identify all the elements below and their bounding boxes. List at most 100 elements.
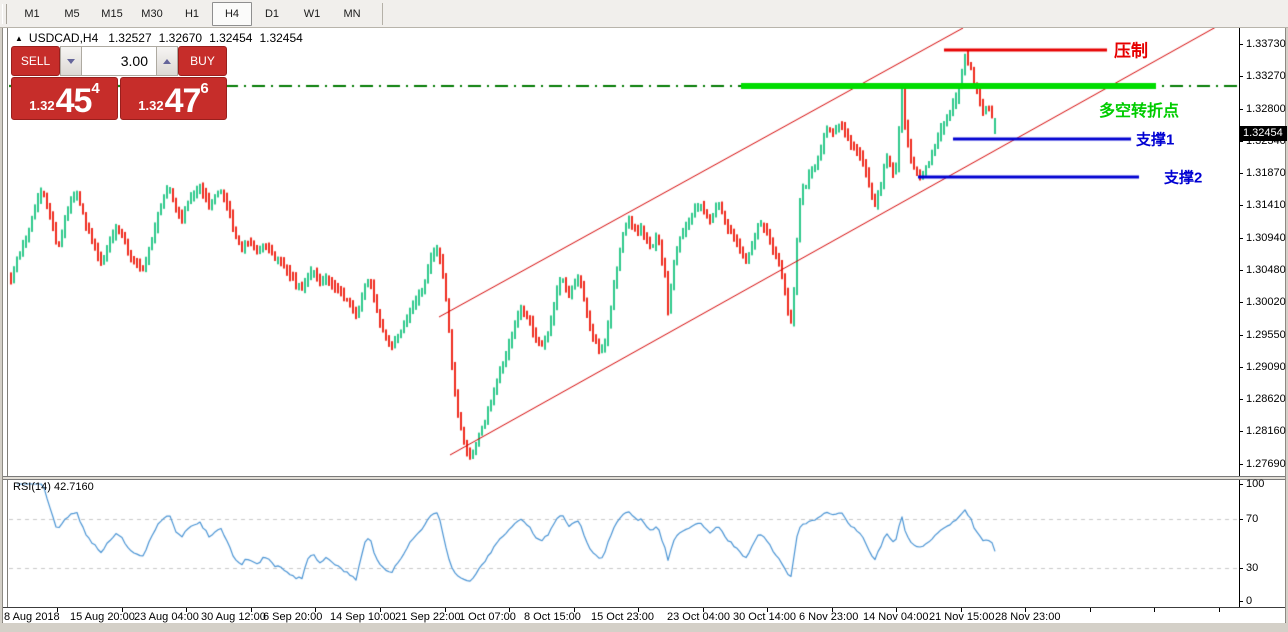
- time-axis-tick: [445, 608, 446, 612]
- rsi-pane-border: [3, 607, 1285, 608]
- timeframe-h1[interactable]: H1: [184, 7, 200, 20]
- price-axis-tick: [1239, 399, 1243, 400]
- volume-input[interactable]: [82, 46, 156, 76]
- price-axis-tick: [1239, 205, 1243, 206]
- sell-price-panel[interactable]: 1.32 45 4: [11, 77, 118, 120]
- time-axis-label: 8 Oct 15:00: [524, 611, 581, 623]
- timeframe-h4[interactable]: H4: [212, 1, 252, 26]
- annotation-label[interactable]: 多空转折点: [1099, 103, 1180, 120]
- time-axis-tick: [1154, 608, 1155, 612]
- annotation-label[interactable]: 支撑2: [1164, 169, 1203, 187]
- time-axis-label: 8 Aug 2018: [4, 611, 60, 623]
- price-axis-label: 1.30020: [1246, 296, 1286, 308]
- price-axis-label: 1.31870: [1246, 167, 1286, 179]
- current-price-badge: 1.32454: [1239, 126, 1287, 141]
- time-axis-tick: [251, 608, 252, 612]
- ohlc-high: 1.32670: [158, 31, 203, 45]
- time-axis-tick: [961, 608, 962, 612]
- time-axis-tick: [380, 608, 381, 612]
- toolbar-grip[interactable]: [2, 3, 7, 24]
- time-axis-tick: [638, 608, 639, 612]
- collapse-triangle-icon[interactable]: ▲: [15, 33, 23, 43]
- volume-decrease-button[interactable]: [60, 46, 82, 76]
- timeframe-d1[interactable]: D1: [264, 7, 280, 20]
- time-axis-label: 23 Aug 04:00: [134, 611, 199, 623]
- price-axis-tick: [1239, 141, 1243, 142]
- timeframe-buttons: M1 M5 M15 M30 H1 H4 D1 W1 MN: [12, 0, 372, 27]
- buy-price-sup: 6: [200, 80, 209, 97]
- volume-increase-button[interactable]: [156, 46, 178, 76]
- time-axis-label: 28 Nov 23:00: [995, 611, 1061, 623]
- buy-price-panel[interactable]: 1.32 47 6: [120, 77, 227, 120]
- time-axis-tick: [703, 608, 704, 612]
- plot-left-border: [7, 28, 8, 607]
- price-axis-tick: [1239, 44, 1243, 45]
- price-axis-tick: [1239, 173, 1243, 174]
- price-axis-tick: [1239, 431, 1243, 432]
- price-axis-label: 1.33270: [1246, 70, 1286, 82]
- time-axis-tick: [574, 608, 575, 612]
- one-click-trading-panel: SELL BUY 1.32 45 4 1.32 47 6: [11, 46, 227, 120]
- time-axis-tick: [57, 608, 58, 612]
- sell-button[interactable]: SELL: [11, 46, 60, 76]
- rsi-axis-tick: [1239, 484, 1243, 485]
- price-chart-canvas[interactable]: [9, 28, 1239, 607]
- timeframe-mn[interactable]: MN: [343, 7, 361, 20]
- time-axis-label: 6 Nov 23:00: [799, 611, 859, 623]
- price-axis-tick: [1239, 76, 1243, 77]
- rsi-indicator-label: RSI(14) 42.7160: [13, 481, 94, 493]
- timeframe-m5[interactable]: M5: [64, 7, 80, 20]
- time-axis-tick: [1219, 608, 1220, 612]
- rsi-axis-label: 0: [1246, 595, 1253, 607]
- price-axis-label: 1.30940: [1246, 232, 1286, 244]
- time-axis-label: 21 Nov 15:00: [929, 611, 995, 623]
- price-axis-tick: [1239, 302, 1243, 303]
- timeframe-w1[interactable]: W1: [303, 7, 321, 20]
- time-axis-tick: [509, 608, 510, 612]
- rsi-axis-tick: [1239, 568, 1243, 569]
- annotation-label[interactable]: 压制: [1114, 41, 1148, 61]
- price-axis-tick: [1239, 464, 1243, 465]
- status-strip: [0, 623, 1288, 632]
- annotation-label[interactable]: 支撑1: [1136, 131, 1175, 149]
- time-axis-tick: [832, 608, 833, 612]
- price-axis-label: 1.31410: [1246, 199, 1286, 211]
- time-axis-label: 1 Oct 07:00: [459, 611, 516, 623]
- price-axis-label: 1.27690: [1246, 458, 1286, 470]
- time-axis-tick: [122, 608, 123, 612]
- price-axis-tick: [1239, 270, 1243, 271]
- price-axis-tick: [1239, 109, 1243, 110]
- price-axis-line: [1239, 28, 1240, 607]
- price-axis-label: 1.32800: [1246, 103, 1286, 115]
- timeframe-m15[interactable]: M15: [101, 7, 123, 20]
- timeframe-toolbar: M1 M5 M15 M30 H1 H4 D1 W1 MN: [0, 0, 1288, 28]
- time-axis-tick: [767, 608, 768, 612]
- time-axis-tick: [1090, 608, 1091, 612]
- chart-title: ▲ USDCAD,H4 1.32527 1.32670 1.32454 1.32…: [15, 31, 310, 45]
- price-axis-label: 1.29550: [1246, 329, 1286, 341]
- time-axis[interactable]: 8 Aug 2018 15 Aug 20:00 23 Aug 04:00 30 Aug…: [3, 608, 1285, 623]
- time-axis-label: 14 Sep 10:00: [330, 611, 396, 623]
- buy-button[interactable]: BUY: [178, 46, 227, 76]
- pane-divider[interactable]: [3, 476, 1285, 480]
- time-axis-label: 30 Oct 14:00: [733, 611, 796, 623]
- time-axis-tick: [186, 608, 187, 612]
- symbol-period-label: USDCAD,H4: [28, 31, 99, 45]
- timeframe-m1[interactable]: M1: [24, 7, 40, 20]
- price-axis-tick: [1239, 367, 1243, 368]
- rsi-axis-label: 30: [1246, 562, 1259, 574]
- chevron-down-icon: [67, 58, 75, 64]
- price-axis-label: 1.28620: [1246, 393, 1286, 405]
- rsi-axis-tick: [1239, 601, 1243, 602]
- timeframe-m30[interactable]: M30: [141, 7, 163, 20]
- sell-price-big: 45: [55, 81, 93, 120]
- ohlc-low: 1.32454: [209, 31, 253, 45]
- rsi-axis-label: 70: [1246, 513, 1259, 525]
- time-axis-label: 23 Oct 04:00: [667, 611, 730, 623]
- ohlc-open: 1.32527: [108, 31, 152, 45]
- time-axis-label: 15 Oct 23:00: [591, 611, 654, 623]
- price-axis-label: 1.29090: [1246, 361, 1286, 373]
- time-axis-label: 15 Aug 20:00: [70, 611, 135, 623]
- chevron-up-icon: [163, 58, 171, 64]
